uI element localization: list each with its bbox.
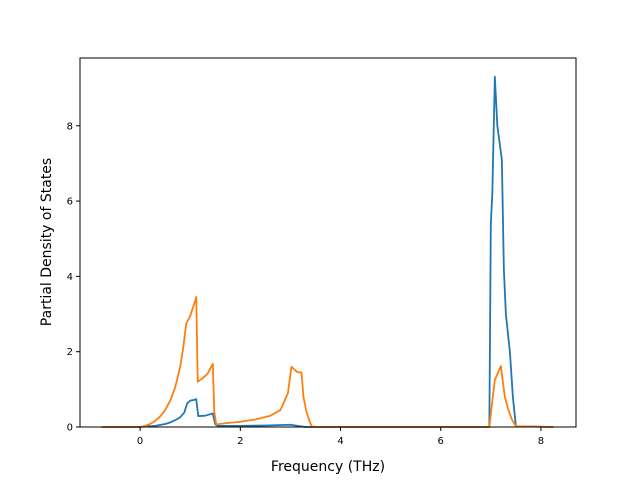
x-tick-label: 4: [337, 436, 343, 447]
x-axis-label: Frequency (THz): [271, 459, 385, 475]
axis-ticks: 0 2 4 6 8 0 2 4 6 8: [67, 121, 544, 447]
plot-frame: [79, 57, 577, 428]
series-line-1: [101, 75, 554, 428]
x-tick-label: 6: [438, 436, 444, 447]
x-tick-label: 0: [137, 436, 143, 447]
y-tick-label: 6: [67, 197, 73, 208]
y-tick-label: 2: [67, 347, 73, 358]
y-axis-label: Partial Density of States: [39, 158, 55, 326]
plot-area: [101, 75, 554, 428]
y-tick-label: 4: [67, 272, 73, 283]
y-tick-label: 0: [67, 423, 73, 434]
x-tick-label: 8: [538, 436, 544, 447]
y-tick-label: 8: [67, 121, 73, 132]
x-tick-label: 2: [237, 436, 243, 447]
series-line-2: [101, 296, 554, 428]
